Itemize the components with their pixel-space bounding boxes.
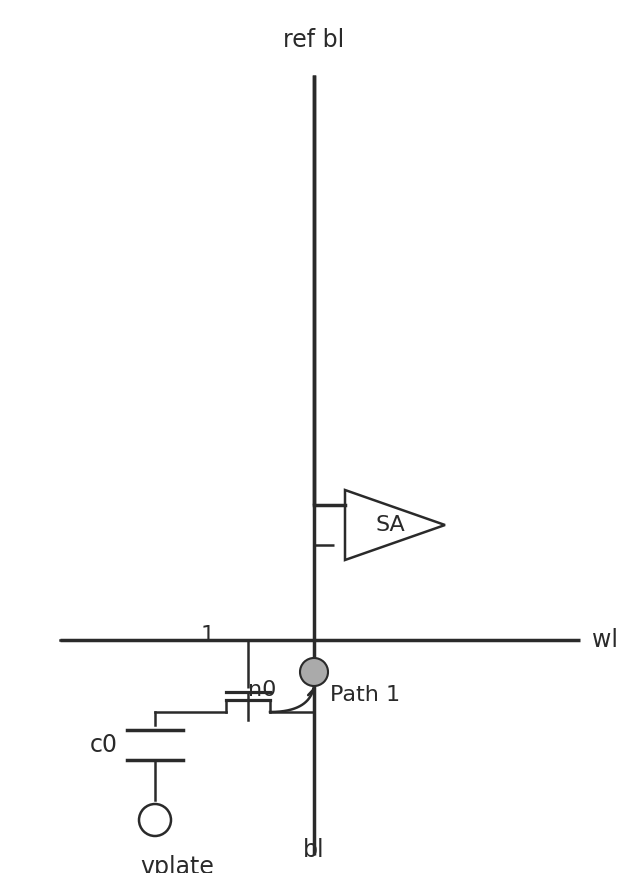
Text: 1: 1	[201, 625, 215, 645]
Text: Path 1: Path 1	[330, 685, 400, 705]
Circle shape	[300, 658, 328, 686]
Text: c0: c0	[90, 733, 118, 757]
Text: SA: SA	[375, 515, 405, 535]
Text: ref bl: ref bl	[284, 28, 345, 52]
Text: wl: wl	[592, 628, 618, 652]
Text: vplate: vplate	[140, 855, 214, 873]
Text: n0: n0	[248, 680, 276, 700]
Text: bl: bl	[303, 838, 325, 862]
